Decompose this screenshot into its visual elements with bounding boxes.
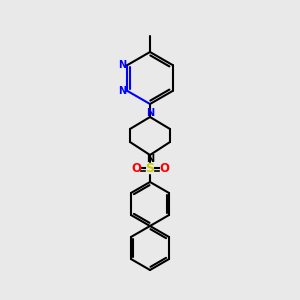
Text: N: N bbox=[118, 60, 127, 70]
Text: N: N bbox=[118, 86, 127, 96]
Text: N: N bbox=[146, 154, 154, 164]
Text: N: N bbox=[146, 108, 154, 118]
Text: S: S bbox=[146, 163, 154, 176]
Text: O: O bbox=[131, 163, 141, 176]
Text: O: O bbox=[159, 163, 169, 176]
